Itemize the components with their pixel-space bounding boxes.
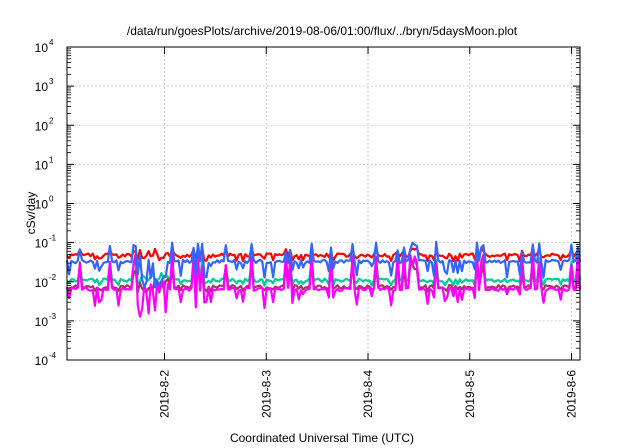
x-tick-label: 2019-8-6 — [565, 370, 579, 418]
y-tick-label: 10 — [35, 119, 49, 133]
x-tick-labels: 2019-8-2 2019-8-3 2019-8-4 2019-8-5 2019-8-6 — [158, 370, 579, 418]
y-axis-label: cSv/day — [24, 192, 38, 235]
y-tick-label: 10 — [35, 41, 49, 55]
x-tick-label: 2019-8-4 — [361, 370, 375, 418]
y-tick-exponent: 1 — [49, 155, 54, 164]
chart-title: /data/run/goesPlots/archive/2019-08-06/0… — [127, 24, 518, 38]
y-tick-base: 10 — [35, 198, 49, 212]
series-layer — [65, 240, 582, 318]
y-tick-base: 10 — [35, 354, 49, 368]
y-tick-base: 10 — [35, 80, 49, 94]
x-tick-label: 2019-8-2 — [158, 370, 172, 418]
y-tick-label: 10 — [35, 237, 49, 251]
x-tick-label: 2019-8-5 — [463, 370, 477, 418]
y-tick-label: 10 — [35, 276, 49, 290]
y-tick-exponent: -3 — [49, 312, 57, 321]
y-tick-exponent: 4 — [49, 38, 54, 47]
ticks — [67, 46, 580, 361]
y-tick-exponent: 2 — [49, 116, 54, 125]
y-tick-label: 10 — [35, 158, 49, 172]
x-axis-label: Coordinated Universal Time (UTC) — [230, 431, 414, 445]
y-tick-exponent: -1 — [49, 234, 57, 243]
y-tick-exponent: 0 — [49, 195, 54, 204]
y-tick-base: 10 — [35, 158, 49, 172]
y-tick-base: 10 — [35, 119, 49, 133]
y-tick-label: 10 — [35, 80, 49, 94]
x-tick-label: 2019-8-3 — [259, 370, 273, 418]
y-tick-base: 10 — [35, 315, 49, 329]
series-line — [66, 247, 582, 263]
y-tick-exponent: -4 — [49, 351, 57, 360]
y-tick-label: 10 — [35, 198, 49, 212]
y-tick-exponent: -2 — [49, 273, 57, 282]
series-line — [65, 240, 582, 289]
y-tick-base: 10 — [35, 41, 49, 55]
series-line — [65, 249, 582, 318]
y-tick-base: 10 — [35, 276, 49, 290]
y-tick-label: 10 — [35, 315, 49, 329]
y-tick-base: 10 — [35, 237, 49, 251]
y-tick-exponent: 3 — [49, 77, 54, 86]
y-tick-label: 10 — [35, 354, 49, 368]
series-line — [66, 257, 582, 287]
